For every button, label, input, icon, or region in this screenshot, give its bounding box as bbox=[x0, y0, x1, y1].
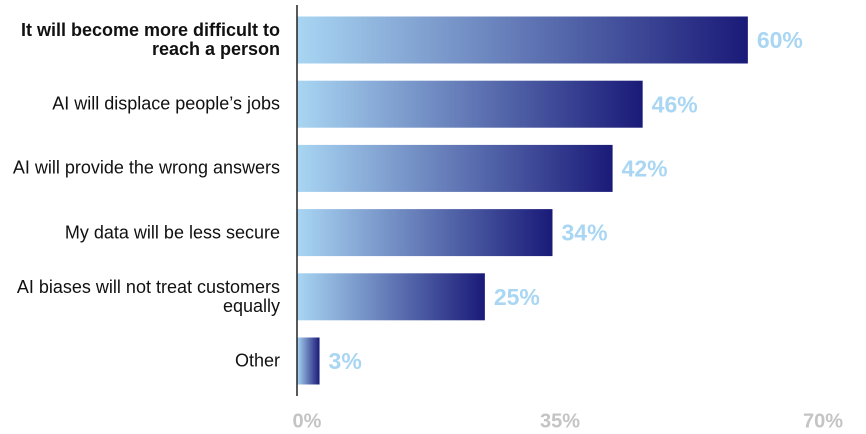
value-label: 25% bbox=[494, 284, 540, 310]
category-label: My data will be less secure bbox=[64, 222, 280, 243]
bar bbox=[297, 209, 553, 257]
category-label: It will become more difficult to reach a… bbox=[20, 20, 280, 59]
bar bbox=[297, 337, 320, 385]
value-label: 3% bbox=[329, 348, 362, 374]
bar bbox=[297, 144, 613, 192]
x-tick-label: 35% bbox=[540, 410, 580, 432]
bar bbox=[297, 80, 643, 128]
x-tick-label: 0% bbox=[293, 410, 322, 432]
category-label: Other bbox=[234, 350, 280, 371]
bar bbox=[297, 273, 485, 321]
value-label: 46% bbox=[652, 91, 698, 117]
value-label: 42% bbox=[622, 155, 668, 181]
value-label: 34% bbox=[561, 220, 607, 246]
value-label: 60% bbox=[757, 27, 803, 53]
category-label: AI will provide the wrong answers bbox=[12, 157, 280, 178]
bar bbox=[297, 16, 748, 64]
category-label: AI biases will not treat customers equal… bbox=[16, 276, 280, 316]
category-label: AI will displace people’s jobs bbox=[52, 93, 280, 114]
x-tick-label: 70% bbox=[803, 410, 843, 432]
